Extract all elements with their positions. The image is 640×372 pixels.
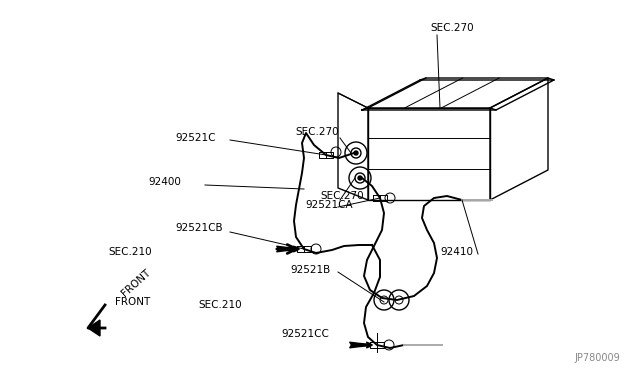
Text: SEC.270: SEC.270	[295, 127, 339, 137]
Text: JP780009: JP780009	[574, 353, 620, 363]
Text: SEC.210: SEC.210	[108, 247, 152, 257]
Text: 92521CB: 92521CB	[175, 223, 223, 233]
Text: 92521B: 92521B	[290, 265, 330, 275]
Text: 92400: 92400	[148, 177, 181, 187]
Text: 92521C: 92521C	[175, 133, 216, 143]
Text: 92410: 92410	[440, 247, 473, 257]
Circle shape	[358, 176, 362, 180]
Text: 92521CA: 92521CA	[305, 200, 353, 210]
Text: 92521CC: 92521CC	[281, 329, 329, 339]
Text: FRONT: FRONT	[115, 297, 150, 307]
Text: FRONT: FRONT	[120, 267, 153, 298]
Text: SEC.270: SEC.270	[430, 23, 474, 33]
Text: SEC.270: SEC.270	[320, 191, 364, 201]
Text: SEC.210: SEC.210	[198, 300, 242, 310]
Polygon shape	[88, 320, 100, 336]
Circle shape	[354, 151, 358, 155]
